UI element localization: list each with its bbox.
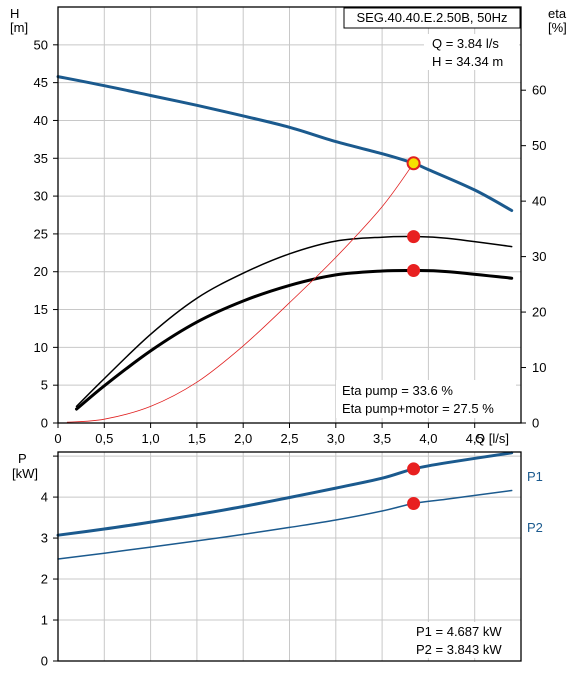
- power-chart: P [kW] P1 P2 P1 = 4.687 kW P2 = 3.843 kW…: [12, 451, 543, 669]
- legend-p1: P1: [527, 469, 543, 484]
- bottom-series-group: [56, 451, 514, 560]
- power-tick-label: 2: [41, 572, 48, 587]
- x-tick-label: 2,0: [234, 431, 252, 446]
- power-axis-unit: [kW]: [12, 466, 38, 481]
- x-tick-label: 3,5: [373, 431, 391, 446]
- chart-title-box: [343, 7, 521, 29]
- y-right-tick-label: 10: [532, 360, 546, 375]
- bottom-plot-frame: [57, 451, 522, 662]
- y-left-tick-label: 40: [34, 113, 48, 128]
- bottom-grid: [57, 452, 522, 662]
- duty-point-eta-pump-motor: [407, 263, 421, 277]
- system-curve: [66, 162, 414, 423]
- power-tick-label: 0: [41, 654, 48, 669]
- y-left-axis-name: H: [10, 6, 19, 21]
- x-tick-label: 4,0: [419, 431, 437, 446]
- eta-pump-motor-text: Eta pump+motor = 27.5 %: [342, 401, 494, 416]
- y-left-tick-label: 25: [34, 226, 48, 241]
- p2-curve: [57, 489, 513, 560]
- y-left-tick-label: 20: [34, 264, 48, 279]
- eta-info-bg: [336, 380, 516, 418]
- power-p2-text: P2 = 3.843 kW: [416, 642, 502, 657]
- chart-title: SEG.40.40.E.2.50B, 50Hz: [356, 10, 507, 25]
- bottom-tick-labels: 0 1 2 3 4: [41, 455, 58, 669]
- legend-p2: P2: [527, 520, 543, 535]
- y-right-tick-label: 50: [532, 138, 546, 153]
- y-left-tick-label: 35: [34, 151, 48, 166]
- duty-point-head: [406, 156, 421, 171]
- x-tick-label: 0,5: [95, 431, 113, 446]
- duty-point-eta-pump: [407, 230, 421, 244]
- head-efficiency-chart: H [m] eta [%] SEG.40.40.E.2.50B, 50Hz Q …: [10, 6, 567, 446]
- y-right-tick-label: 40: [532, 194, 546, 209]
- x-tick-label: 0: [54, 431, 61, 446]
- y-right-tick-label: 0: [532, 416, 539, 431]
- y-right-axis-name: eta: [548, 6, 567, 21]
- x-tick-label: 4,5: [466, 431, 484, 446]
- power-p1-text: P1 = 4.687 kW: [416, 624, 502, 639]
- power-info-bg: [410, 622, 518, 658]
- y-left-tick-label: 45: [34, 75, 48, 90]
- head-curve: [56, 75, 514, 212]
- duty-point-p2: [407, 497, 421, 511]
- x-tick-label: 1,5: [188, 431, 206, 446]
- duty-head-text: H = 34.34 m: [432, 54, 503, 69]
- y-left-tick-label: 15: [34, 302, 48, 317]
- x-tick-label: 1,0: [142, 431, 160, 446]
- power-tick-label: 1: [41, 613, 48, 628]
- y-right-axis-unit: [%]: [548, 20, 567, 35]
- eta-pump-motor-curve: [75, 268, 514, 411]
- eta-pump-text: Eta pump = 33.6 %: [342, 383, 453, 398]
- duty-info-bg: [424, 34, 519, 70]
- eta-pump-curve: [75, 235, 513, 408]
- top-series-group: [56, 75, 514, 423]
- y-right-tick-label: 20: [532, 305, 546, 320]
- x-tick-label: 3,0: [327, 431, 345, 446]
- top-tick-labels: 0 0,5 1,0 1,5 2,0 2,5 3,0 3,5 4,0 4,5 0 5 10 15 20 25 30…: [34, 37, 547, 446]
- y-right-tick-label: 30: [532, 249, 546, 264]
- power-tick-label: 4: [41, 490, 48, 505]
- y-left-axis-unit: [m]: [10, 20, 28, 35]
- y-left-tick-label: 0: [41, 416, 48, 431]
- y-right-tick-label: 60: [532, 83, 546, 98]
- power-axis-name: P: [18, 451, 27, 466]
- y-left-tick-label: 30: [34, 189, 48, 204]
- y-left-tick-label: 10: [34, 340, 48, 355]
- y-left-tick-label: 50: [34, 37, 48, 52]
- duty-point-p1: [407, 462, 421, 476]
- x-tick-label: 2,5: [280, 431, 298, 446]
- x-axis-label: Q [l/s]: [475, 431, 509, 446]
- p1-curve: [56, 451, 514, 537]
- y-left-tick-label: 5: [41, 378, 48, 393]
- duty-flow-text: Q = 3.84 l/s: [432, 36, 499, 51]
- power-tick-label: 3: [41, 531, 48, 546]
